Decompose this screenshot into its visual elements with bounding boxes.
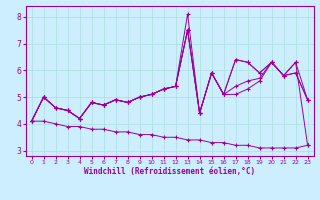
X-axis label: Windchill (Refroidissement éolien,°C): Windchill (Refroidissement éolien,°C) <box>84 167 255 176</box>
